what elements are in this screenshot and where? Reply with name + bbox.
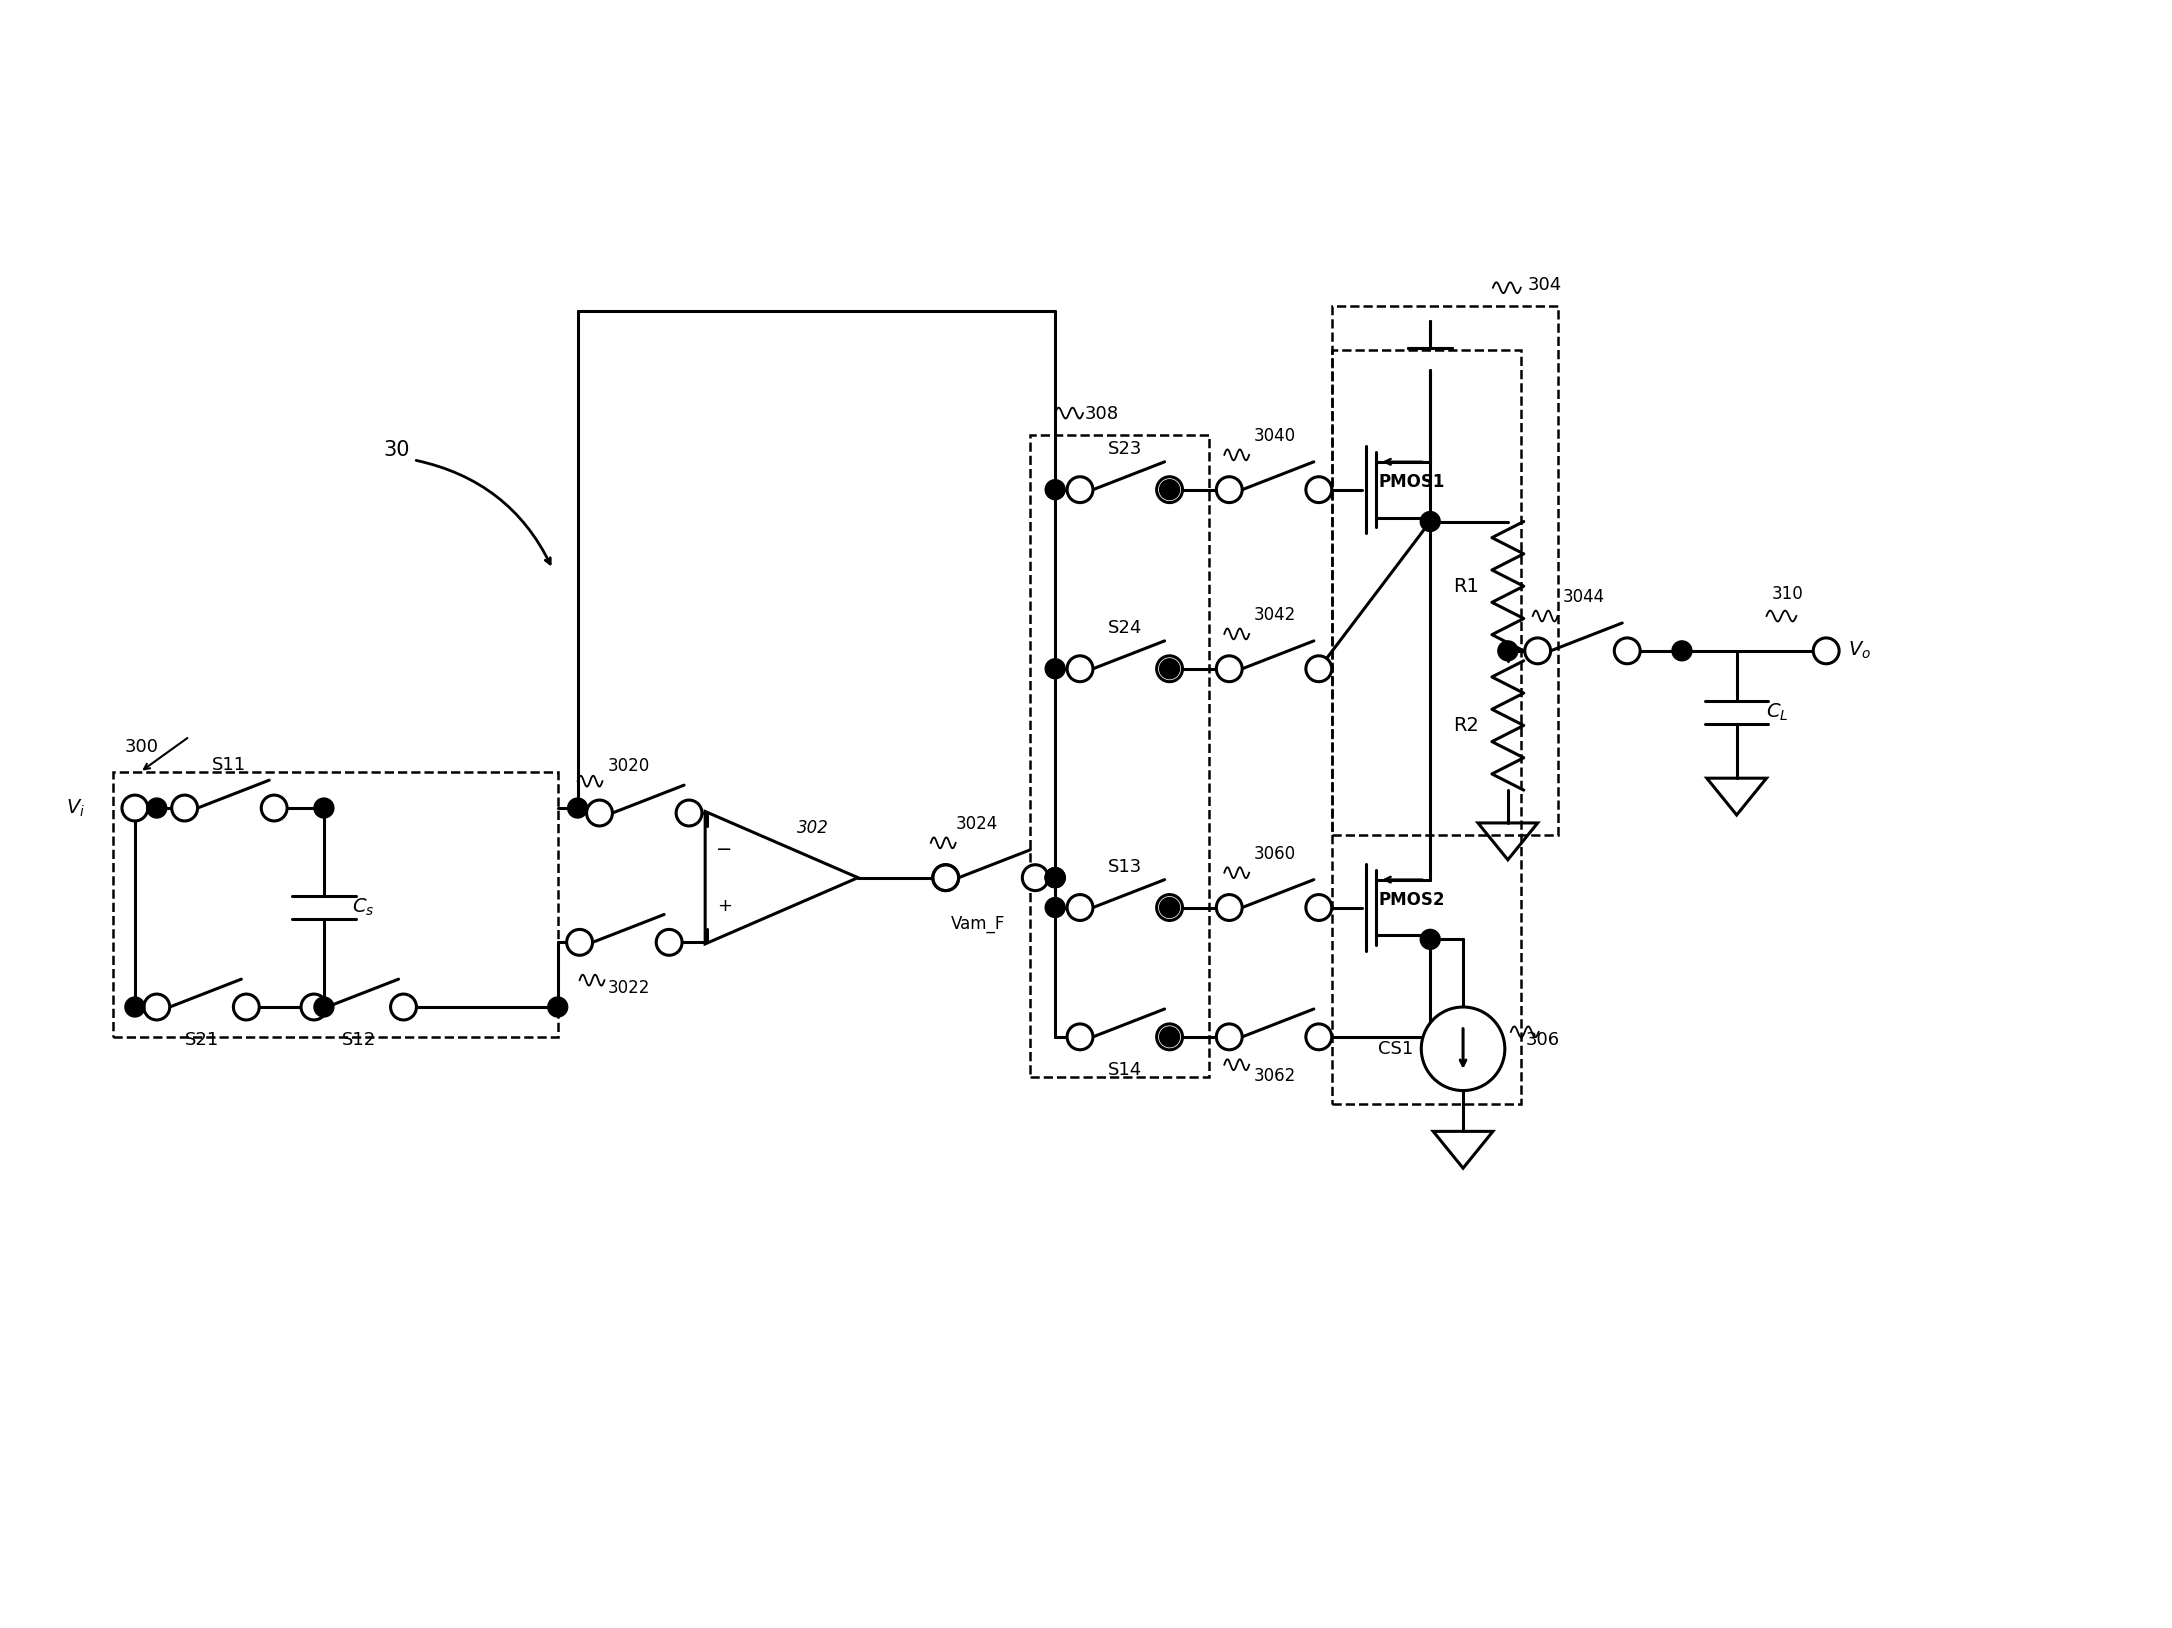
Text: +: + [717, 897, 732, 915]
Circle shape [1499, 641, 1518, 661]
Text: 3060: 3060 [1253, 845, 1297, 863]
Circle shape [567, 930, 593, 956]
Circle shape [586, 799, 613, 825]
Circle shape [1160, 480, 1179, 500]
Circle shape [1066, 894, 1093, 920]
Circle shape [656, 930, 682, 956]
Text: 304: 304 [1527, 275, 1562, 293]
Circle shape [1672, 641, 1692, 661]
Circle shape [1216, 1024, 1242, 1050]
Circle shape [1158, 656, 1182, 682]
Circle shape [1305, 656, 1331, 682]
Circle shape [932, 864, 958, 891]
Text: 3024: 3024 [956, 816, 997, 834]
Text: 3044: 3044 [1562, 588, 1605, 606]
Circle shape [1045, 480, 1064, 500]
Circle shape [1525, 638, 1551, 664]
Text: −: − [717, 840, 732, 860]
Circle shape [1066, 656, 1093, 682]
Circle shape [1420, 1008, 1505, 1091]
Circle shape [143, 995, 169, 1019]
Text: 310: 310 [1772, 584, 1803, 602]
Circle shape [315, 996, 334, 1018]
Circle shape [232, 995, 258, 1019]
Circle shape [1045, 868, 1064, 887]
Text: 3022: 3022 [608, 978, 649, 996]
Text: CS1: CS1 [1379, 1040, 1414, 1058]
Text: S24: S24 [1108, 619, 1142, 637]
Text: $V_i$: $V_i$ [65, 798, 85, 819]
Text: PMOS2: PMOS2 [1379, 891, 1444, 908]
Text: 3062: 3062 [1253, 1066, 1297, 1084]
Text: 3040: 3040 [1253, 427, 1297, 444]
Text: PMOS1: PMOS1 [1379, 472, 1444, 490]
Circle shape [1045, 659, 1064, 679]
Circle shape [1305, 894, 1331, 920]
Text: R2: R2 [1453, 716, 1479, 734]
Circle shape [172, 794, 198, 821]
Circle shape [1045, 868, 1064, 887]
Circle shape [1045, 868, 1064, 887]
Text: S14: S14 [1108, 1060, 1142, 1079]
Text: S11: S11 [213, 755, 245, 775]
Circle shape [126, 996, 146, 1018]
Text: 308: 308 [1086, 405, 1119, 423]
Circle shape [1614, 638, 1640, 664]
Text: S21: S21 [185, 1031, 219, 1048]
Text: $C_L$: $C_L$ [1766, 702, 1790, 723]
Circle shape [1305, 477, 1331, 503]
Text: Vam_F: Vam_F [951, 915, 1006, 933]
Text: R1: R1 [1453, 576, 1479, 596]
Text: 3042: 3042 [1253, 606, 1297, 624]
Circle shape [1066, 477, 1093, 503]
Circle shape [1160, 1027, 1179, 1047]
Circle shape [148, 798, 167, 817]
Circle shape [567, 798, 589, 817]
Text: S12: S12 [341, 1031, 376, 1048]
Circle shape [1305, 1024, 1331, 1050]
Text: 30: 30 [384, 440, 411, 459]
Circle shape [261, 794, 287, 821]
Text: $C_s$: $C_s$ [352, 897, 374, 918]
Circle shape [1814, 638, 1840, 664]
Text: 306: 306 [1525, 1031, 1559, 1048]
Circle shape [1420, 930, 1440, 949]
Circle shape [1420, 511, 1440, 531]
Circle shape [315, 798, 334, 817]
Text: S13: S13 [1108, 858, 1142, 876]
Circle shape [1158, 1024, 1182, 1050]
Text: 302: 302 [797, 819, 828, 837]
Circle shape [122, 794, 148, 821]
Circle shape [1160, 659, 1179, 679]
Circle shape [302, 995, 328, 1019]
Circle shape [1216, 894, 1242, 920]
Circle shape [1216, 656, 1242, 682]
Text: $V_o$: $V_o$ [1848, 640, 1870, 661]
Circle shape [1066, 1024, 1093, 1050]
Circle shape [1158, 894, 1182, 920]
Circle shape [1023, 864, 1049, 891]
Circle shape [932, 864, 958, 891]
Circle shape [1045, 897, 1064, 918]
Circle shape [675, 799, 702, 825]
Circle shape [391, 995, 417, 1019]
Circle shape [1216, 477, 1242, 503]
Circle shape [1160, 897, 1179, 918]
Circle shape [547, 996, 567, 1018]
Circle shape [1158, 477, 1182, 503]
Text: 3020: 3020 [608, 757, 649, 775]
Text: 300: 300 [126, 737, 159, 757]
Text: S23: S23 [1108, 440, 1142, 457]
